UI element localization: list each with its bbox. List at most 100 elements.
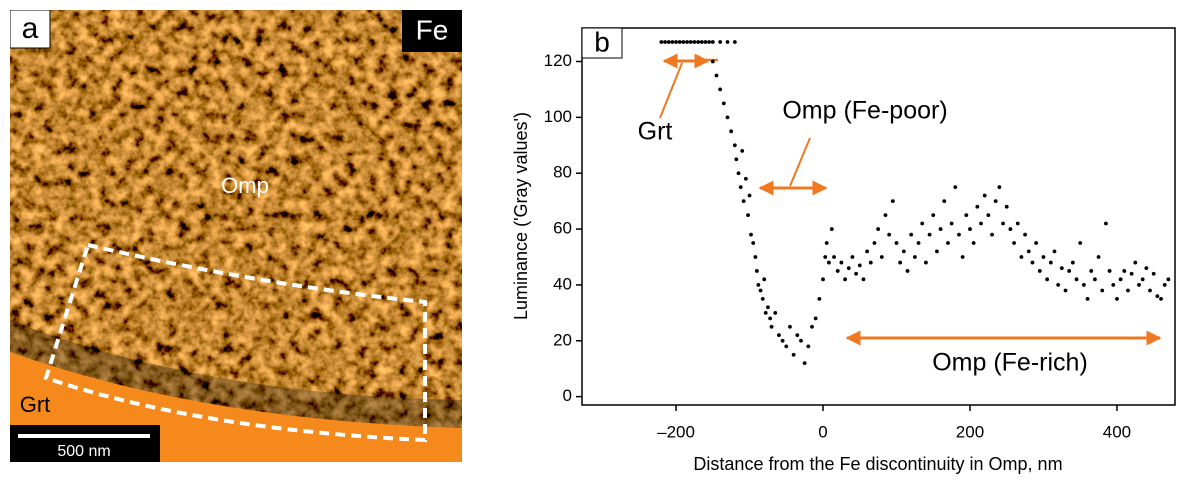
- data-point: [1122, 269, 1127, 273]
- data-point: [876, 227, 881, 231]
- x-axis-label: Distance from the Fe discontinuity in Om…: [693, 454, 1062, 474]
- data-point: [1059, 266, 1064, 271]
- data-point: [769, 324, 774, 329]
- data-point: [718, 87, 723, 92]
- data-point: [823, 255, 828, 259]
- data-point: [725, 40, 730, 44]
- data-point: [865, 249, 870, 254]
- data-point: [1115, 296, 1119, 301]
- data-point: [971, 241, 976, 245]
- data-point: [960, 255, 965, 259]
- data-point: [949, 221, 954, 226]
- data-point: [677, 40, 682, 44]
- data-point: [1023, 232, 1027, 237]
- data-point: [957, 232, 961, 237]
- data-point: [1004, 204, 1009, 209]
- data-point: [883, 213, 888, 218]
- data-point: [1001, 221, 1005, 226]
- data-point: [975, 204, 980, 209]
- data-point: [788, 324, 792, 329]
- element-box: [402, 10, 462, 52]
- data-point: [982, 193, 987, 198]
- data-point: [1126, 288, 1130, 293]
- data-point: [696, 40, 701, 44]
- data-point: [746, 213, 750, 218]
- data-point: [734, 157, 739, 162]
- data-point: [773, 310, 778, 315]
- data-point: [738, 185, 743, 190]
- data-point: [1133, 260, 1138, 265]
- data-point: [1015, 221, 1020, 226]
- data-point: [968, 227, 972, 231]
- data-point: [839, 260, 844, 265]
- data-point: [1148, 288, 1152, 293]
- data-point: [766, 305, 770, 310]
- data-point: [909, 232, 914, 237]
- data-point: [1070, 260, 1075, 265]
- data-point: [736, 171, 741, 176]
- y-tick-label: 100: [544, 107, 572, 126]
- data-point: [1037, 269, 1042, 273]
- data-point: [721, 101, 726, 106]
- data-point: [854, 271, 858, 276]
- data-point: [879, 255, 884, 259]
- scale-bar-box: [10, 425, 160, 462]
- annotation: Grt: [638, 118, 673, 146]
- data-point: [1137, 283, 1141, 287]
- data-point: [729, 129, 734, 134]
- y-tick-label: 20: [553, 330, 572, 349]
- data-point: [1096, 255, 1101, 259]
- selection-box: [43, 242, 427, 443]
- data-point: [942, 199, 947, 204]
- data-point: [670, 40, 675, 44]
- data-point: [751, 241, 756, 245]
- leader: [789, 137, 811, 187]
- data-point: [806, 344, 811, 349]
- data-point: [1159, 296, 1163, 301]
- data-point: [997, 185, 1002, 190]
- data-point: [1093, 277, 1097, 282]
- data-point: [923, 260, 928, 265]
- data-point: [898, 260, 903, 265]
- dark-band: [10, 320, 462, 430]
- data-point: [931, 213, 936, 218]
- data-point: [666, 40, 671, 44]
- data-point: [756, 283, 761, 287]
- data-point: [732, 143, 737, 148]
- data-point: [1155, 294, 1160, 298]
- data-point: [946, 241, 950, 245]
- y-tick-label: 0: [563, 386, 572, 405]
- data-point: [832, 255, 836, 259]
- data-point: [1056, 283, 1061, 287]
- data-point: [1129, 271, 1134, 276]
- data-point: [938, 227, 943, 231]
- data-point: [749, 232, 753, 237]
- data-point: [835, 269, 840, 273]
- data-point: [699, 40, 704, 44]
- phase-label: Grt: [20, 392, 51, 417]
- data-point: [843, 277, 847, 282]
- data-point: [813, 316, 818, 321]
- plot-frame: [581, 27, 1176, 406]
- data-point: [725, 115, 730, 120]
- data-point: [1151, 271, 1156, 276]
- data-point: [979, 221, 983, 226]
- data-point: [1140, 277, 1145, 282]
- x-tick-label: 400: [1103, 422, 1131, 441]
- data-point: [1030, 260, 1035, 265]
- data-point: [1166, 277, 1171, 282]
- element-label: Fe: [416, 14, 449, 45]
- panel-label-box: [10, 10, 51, 49]
- data-point: [753, 255, 758, 259]
- data-point: [681, 40, 686, 44]
- phase-label: Omp: [221, 173, 269, 198]
- data-point: [1012, 241, 1016, 245]
- data-point: [935, 249, 939, 254]
- x-tick-label: –200: [657, 422, 695, 441]
- data-point: [740, 148, 745, 153]
- data-point: [1089, 269, 1094, 273]
- data-point: [920, 221, 925, 226]
- leader: [659, 62, 683, 119]
- data-point: [1063, 288, 1068, 293]
